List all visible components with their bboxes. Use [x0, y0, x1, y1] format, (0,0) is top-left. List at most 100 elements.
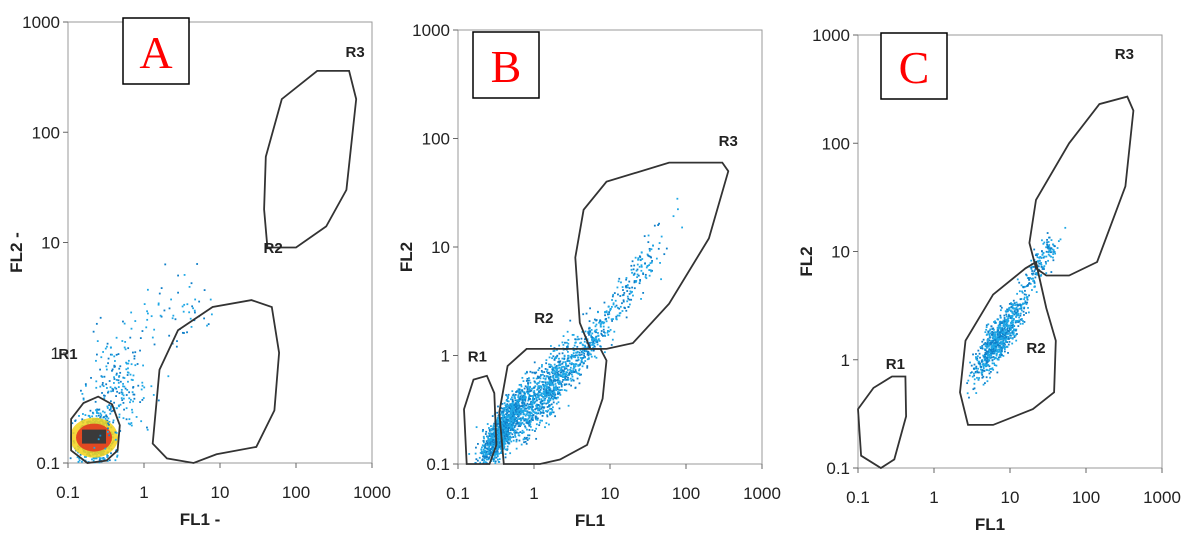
event-point	[532, 396, 535, 399]
event-point	[526, 419, 529, 421]
event-point	[531, 403, 534, 406]
event-point	[1007, 317, 1010, 320]
event-point	[523, 403, 526, 405]
event-point	[996, 341, 998, 344]
event-point	[537, 381, 540, 384]
event-point	[529, 386, 531, 388]
event-point	[583, 352, 586, 355]
event-point	[1025, 303, 1028, 306]
event-point	[104, 347, 107, 350]
event-point	[549, 379, 552, 382]
event-point	[545, 410, 547, 412]
event-point	[490, 429, 493, 432]
event-point	[993, 343, 996, 346]
event-point	[1010, 302, 1012, 305]
event-point	[1005, 320, 1008, 323]
event-point	[514, 409, 517, 411]
event-point	[564, 374, 567, 377]
event-point	[572, 364, 575, 366]
event-point	[988, 347, 991, 350]
event-point	[983, 353, 986, 356]
event-point	[578, 369, 580, 372]
event-point	[649, 255, 652, 258]
event-point	[985, 334, 988, 336]
event-point	[518, 425, 521, 428]
event-point	[496, 440, 499, 443]
event-point	[525, 437, 527, 440]
event-point	[628, 303, 631, 306]
event-point	[482, 441, 485, 444]
event-point	[1020, 306, 1023, 309]
event-point	[612, 303, 615, 306]
event-point	[585, 312, 588, 315]
event-point	[481, 446, 483, 449]
event-point	[996, 350, 999, 352]
event-point	[498, 427, 501, 430]
event-point	[548, 391, 551, 394]
event-point	[518, 418, 520, 420]
event-point	[71, 422, 74, 425]
event-point	[146, 426, 148, 429]
event-point	[588, 341, 591, 344]
event-point	[512, 409, 515, 412]
event-point	[118, 416, 121, 419]
event-point	[589, 330, 591, 333]
event-point	[140, 388, 143, 391]
event-point	[489, 439, 492, 442]
event-point	[485, 458, 488, 461]
event-point	[615, 315, 618, 318]
event-point	[994, 336, 997, 339]
event-point	[566, 371, 569, 374]
event-point	[508, 417, 511, 420]
event-point	[537, 412, 540, 415]
event-point	[550, 345, 552, 347]
event-point	[529, 390, 532, 393]
event-point	[574, 341, 577, 344]
event-point	[512, 422, 515, 425]
event-point	[534, 372, 537, 375]
event-point	[549, 398, 552, 400]
event-point	[547, 401, 549, 403]
event-point	[107, 422, 109, 425]
event-point	[980, 360, 983, 363]
event-point	[508, 433, 511, 435]
event-point	[519, 413, 522, 416]
event-point	[488, 435, 491, 437]
event-point	[998, 339, 1000, 341]
event-point	[606, 331, 609, 334]
event-point	[496, 411, 499, 414]
event-point	[491, 440, 494, 443]
event-point	[1000, 322, 1003, 325]
event-point	[1021, 291, 1024, 294]
event-point	[498, 435, 501, 438]
event-point	[125, 368, 128, 371]
event-point	[503, 442, 506, 445]
event-point	[1015, 306, 1018, 309]
event-point	[551, 383, 554, 386]
event-point	[506, 428, 508, 431]
event-point	[535, 397, 538, 400]
event-point	[985, 324, 988, 327]
event-point	[1004, 323, 1007, 326]
region-label: R2	[264, 240, 283, 257]
event-point	[518, 400, 521, 403]
event-point	[989, 341, 992, 344]
event-point	[1002, 322, 1005, 324]
event-point	[112, 388, 115, 391]
event-point	[986, 380, 989, 383]
event-point	[1001, 322, 1004, 325]
event-point	[999, 305, 1002, 307]
event-point	[989, 353, 992, 356]
event-point	[1048, 244, 1051, 246]
event-point	[203, 317, 206, 320]
event-point	[508, 406, 510, 409]
event-point	[102, 385, 105, 388]
event-point	[505, 440, 508, 443]
event-point	[555, 396, 557, 399]
event-point	[537, 407, 539, 410]
event-point	[623, 292, 626, 294]
event-point	[608, 330, 611, 333]
event-point	[104, 415, 107, 418]
event-point	[998, 326, 1001, 329]
event-point	[127, 371, 130, 374]
